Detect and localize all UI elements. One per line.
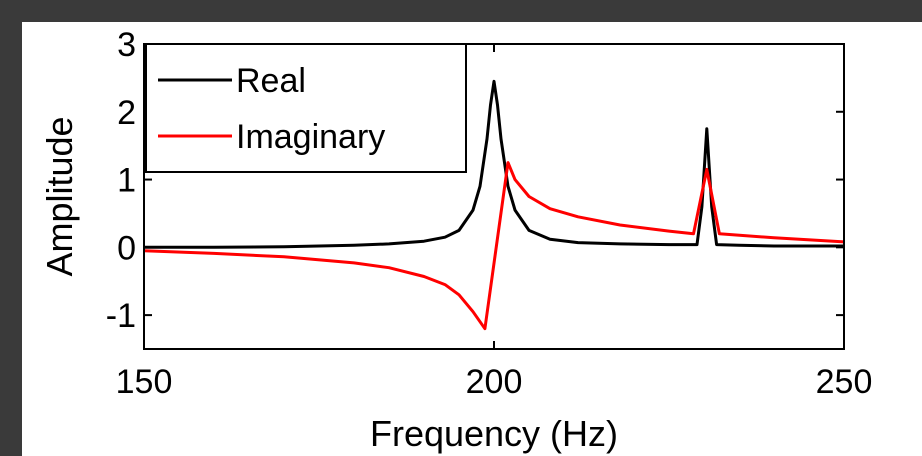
series-line-imaginary: [143, 161, 845, 331]
x-tick-label: 200: [466, 363, 523, 401]
legend: Real Imaginary: [145, 43, 467, 173]
line-chart: 150 200 250 3 2 1 0 -1 Real Imaginary Frequency…: [39, 26, 873, 454]
y-tick-label: -1: [106, 297, 136, 335]
legend-label-real: Real: [236, 62, 306, 100]
figure: 150 200 250 3 2 1 0 -1 Real Imaginary Frequency…: [22, 22, 922, 456]
series-line-real: [144, 79, 844, 249]
plot-lines: [143, 79, 845, 331]
y-tick-label: 2: [117, 94, 136, 132]
y-tick-label: 3: [117, 26, 136, 64]
x-tick-label: 250: [816, 363, 873, 401]
y-tick-label: 1: [117, 162, 136, 200]
y-tick-label: 0: [117, 229, 136, 267]
legend-label-imaginary: Imaginary: [236, 118, 385, 156]
y-axis-label: Amplitude: [39, 116, 80, 276]
x-tick-label: 150: [116, 363, 173, 401]
legend-box: [145, 43, 467, 173]
x-axis-label: Frequency (Hz): [370, 413, 618, 454]
